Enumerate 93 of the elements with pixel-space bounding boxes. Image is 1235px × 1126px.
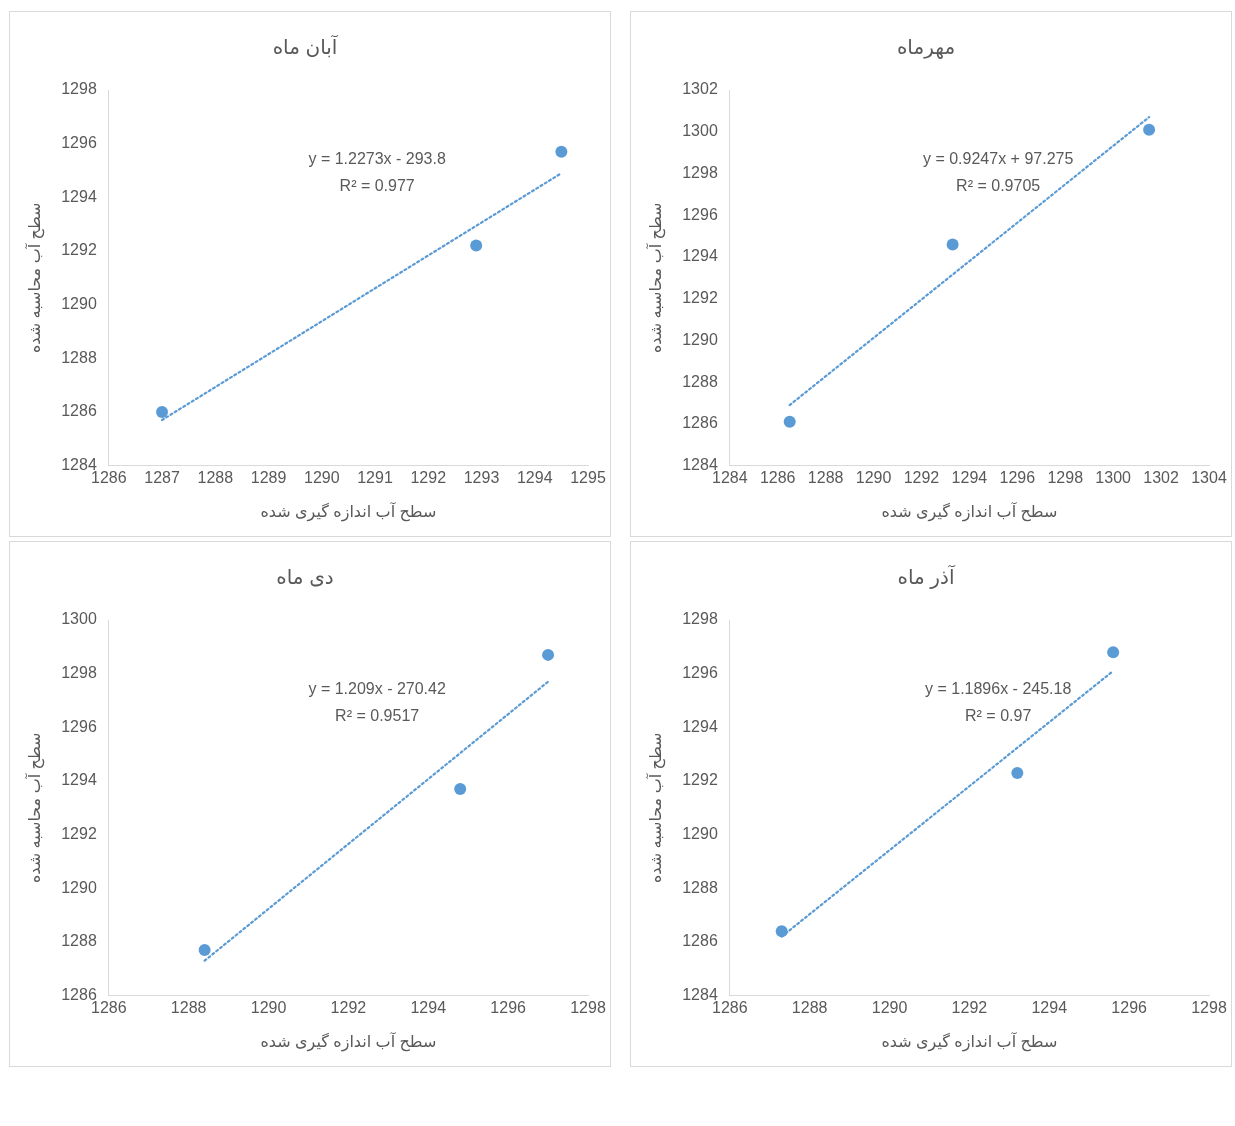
point	[775, 925, 788, 938]
chart-title: دی ماه	[276, 565, 334, 588]
x-tick-label: 1292	[951, 998, 988, 1016]
y-tick-label: 1288	[61, 348, 97, 366]
x-axis-title: سطح آب اندازه گیری شده	[260, 501, 437, 522]
x-tick-label: 1300	[1095, 468, 1132, 486]
annotation: R² = 0.9517	[335, 707, 420, 725]
y-tick-label: 1294	[682, 247, 718, 265]
y-axis-title: سطح آب محاسبه شده	[25, 732, 46, 884]
y-tick-label: 1296	[61, 134, 97, 152]
x-tick-label: 1292	[330, 998, 367, 1016]
point	[555, 145, 568, 158]
y-tick-label: 1286	[682, 932, 718, 950]
annotation: R² = 0.9705	[956, 177, 1041, 195]
y-tick-label: 1302	[682, 80, 718, 98]
x-tick-label: 1290	[855, 468, 892, 486]
y-axis-title: سطح آب محاسبه شده	[646, 732, 667, 884]
annotation: y = 1.2273x - 293.8	[308, 150, 446, 168]
y-tick-label: 1290	[61, 295, 97, 313]
y-tick-label: 1298	[61, 664, 97, 682]
y-tick-label: 1288	[682, 372, 718, 390]
y-tick-label: 1292	[61, 825, 97, 843]
x-tick-label: 1286	[759, 468, 796, 486]
x-tick-label: 1298	[570, 998, 606, 1016]
y-tick-label: 1288	[61, 932, 97, 950]
point	[783, 415, 796, 428]
y-tick-label: 1296	[682, 664, 718, 682]
x-tick-label: 1288	[170, 998, 207, 1016]
chart-title: آذر ماه	[897, 563, 956, 589]
y-tick-label: 1296	[61, 717, 97, 735]
chart-title: مهرماه	[896, 35, 956, 59]
y-tick-label: 1288	[682, 878, 718, 896]
x-tick-label: 1289	[250, 468, 287, 486]
y-tick-label: 1286	[682, 414, 718, 432]
y-tick-label: 1300	[682, 122, 718, 140]
annotation: R² = 0.977	[339, 177, 415, 195]
y-tick-label: 1298	[682, 163, 718, 181]
x-axis-title: سطح آب اندازه گیری شده	[881, 501, 1058, 522]
point	[542, 648, 555, 661]
x-tick-label: 1294	[516, 468, 553, 486]
point	[156, 405, 169, 418]
y-tick-label: 1286	[61, 402, 97, 420]
y-tick-label: 1292	[682, 771, 718, 789]
x-axis-title: سطح آب اندازه گیری شده	[881, 1031, 1058, 1052]
y-tick-label: 1292	[682, 289, 718, 307]
x-tick-label: 1290	[871, 998, 908, 1016]
y-tick-label: 1290	[61, 878, 97, 896]
point	[198, 943, 211, 956]
point	[1143, 123, 1156, 136]
x-tick-label: 1295	[570, 468, 606, 486]
x-tick-label: 1296	[1111, 998, 1148, 1016]
x-tick-label: 1288	[807, 468, 844, 486]
annotation: y = 1.209x - 270.42	[308, 680, 446, 698]
x-tick-label: 1290	[303, 468, 340, 486]
annotation: y = 0.9247x + 97.275	[922, 150, 1074, 168]
x-tick-label: 1288	[197, 468, 234, 486]
y-tick-label: 1300	[61, 610, 97, 628]
y-tick-label: 1294	[682, 717, 718, 735]
x-tick-label: 1294	[1031, 998, 1068, 1016]
point	[470, 239, 483, 252]
point	[454, 783, 467, 796]
point	[946, 238, 959, 251]
x-tick-label: 1302	[1143, 468, 1179, 486]
annotation: y = 1.1896x - 245.18	[924, 680, 1072, 698]
y-tick-label: 1290	[682, 825, 718, 843]
x-tick-label: 1288	[791, 998, 828, 1016]
x-axis-title: سطح آب اندازه گیری شده	[260, 1031, 437, 1052]
y-tick-label: 1294	[61, 187, 97, 205]
y-tick-label: 1290	[682, 330, 718, 348]
x-tick-label: 1287	[144, 468, 180, 486]
x-tick-label: 1293	[463, 468, 500, 486]
y-tick-label: 1298	[682, 610, 718, 628]
x-tick-label: 1292	[903, 468, 940, 486]
y-axis-title: سطح آب محاسبه شده	[646, 202, 667, 354]
x-tick-label: 1298	[1191, 998, 1227, 1016]
x-tick-label: 1294	[951, 468, 988, 486]
y-tick-label: 1294	[61, 771, 97, 789]
y-axis-title: سطح آب محاسبه شده	[25, 202, 46, 354]
x-tick-label: 1298	[1047, 468, 1084, 486]
x-tick-label: 1292	[410, 468, 447, 486]
x-tick-label: 1304	[1191, 468, 1227, 486]
annotation: R² = 0.97	[965, 707, 1032, 725]
y-tick-label: 1298	[61, 80, 97, 98]
chart-title: آبان ماه	[272, 33, 339, 58]
x-tick-label: 1290	[250, 998, 287, 1016]
x-tick-label: 1294	[410, 998, 447, 1016]
x-tick-label: 1291	[357, 468, 393, 486]
y-tick-label: 1296	[682, 205, 718, 223]
x-tick-label: 1296	[999, 468, 1036, 486]
y-tick-label: 1292	[61, 241, 97, 259]
point	[1011, 766, 1024, 779]
point	[1107, 646, 1120, 659]
x-tick-label: 1296	[490, 998, 527, 1016]
